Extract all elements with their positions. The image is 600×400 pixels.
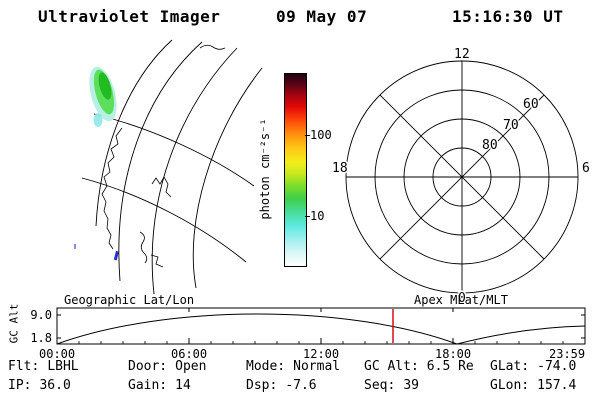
- apex-polar-panel: 12 18 6 0 60 70 80: [331, 46, 592, 308]
- ytick-1-8: 1.8: [30, 331, 52, 345]
- xtick-0000: 00:00: [39, 347, 76, 361]
- status-field-glon: GLon: 157.4: [490, 378, 576, 393]
- mlt-label-6: 6: [582, 161, 590, 176]
- altitude-axis-label: GC Alt: [7, 303, 21, 344]
- xtick-2359: 23:59: [549, 347, 586, 361]
- xtick-1800: 18:00: [435, 347, 472, 361]
- colorbar-tick-10: [305, 216, 310, 217]
- status-label: Door:: [128, 359, 168, 374]
- xtick-1200: 12:00: [303, 347, 340, 361]
- status-field-mode: Mode: Normal: [246, 359, 340, 374]
- header-date: 09 May 07: [276, 7, 368, 26]
- header-time: 15:16:30 UT: [452, 7, 564, 26]
- map-grid-lines: [81, 39, 263, 295]
- altitude-strip-chart: [56, 307, 586, 345]
- colorbar-label-10: 10: [310, 209, 325, 223]
- status-value: Open: [175, 359, 207, 374]
- colorbar-tick-100: [305, 135, 310, 136]
- status-label: Gain:: [128, 378, 168, 393]
- ytick-9: 9.0: [30, 308, 52, 322]
- status-field-ip: IP: 36.0: [8, 378, 71, 393]
- mlat-label-60: 60: [523, 97, 539, 112]
- page-title: Ultraviolet Imager: [38, 7, 221, 26]
- status-value: -7.6: [285, 378, 317, 393]
- status-value: 39: [403, 378, 419, 393]
- status-field-dsp: Dsp: -7.6: [246, 378, 317, 393]
- polar-grid-spokes: [346, 61, 578, 293]
- status-label: GLat:: [490, 359, 530, 374]
- status-value: Normal: [293, 359, 341, 374]
- status-field-flt: Flt: LBHL: [8, 359, 79, 374]
- status-value: 14: [175, 378, 191, 393]
- mlt-label-12: 12: [454, 47, 470, 62]
- aurora-emission-blob: [89, 66, 117, 127]
- status-value: 6.5 Re: [426, 359, 474, 374]
- status-label: Seq:: [364, 378, 396, 393]
- status-field-seq: Seq: 39: [364, 378, 419, 393]
- mlt-label-0: 0: [458, 291, 466, 306]
- status-field-gcalt: GC Alt: 6.5 Re: [364, 359, 474, 374]
- minor-ticks: [78, 341, 564, 344]
- colorbar-label-100: 100: [310, 128, 332, 142]
- colorbar-unit-label: photon cm⁻²s⁻¹: [258, 118, 272, 220]
- status-value: -74.0: [537, 359, 577, 374]
- map-panel-caption: Geographic Lat/Lon: [64, 293, 195, 307]
- status-field-glat: GLat: -74.0: [490, 359, 576, 374]
- mlat-label-70: 70: [503, 118, 519, 133]
- status-label: GC Alt:: [364, 359, 419, 374]
- status-field-gain: Gain: 14: [128, 378, 191, 393]
- coastline-outlines: [101, 44, 226, 268]
- mlat-label-80: 80: [482, 138, 498, 153]
- status-label: GLon:: [490, 378, 530, 393]
- status-value: LBHL: [47, 359, 79, 374]
- status-label: Flt:: [8, 359, 40, 374]
- major-ticks: [56, 308, 586, 344]
- xtick-0600: 06:00: [171, 347, 208, 361]
- geographic-map-panel: [74, 39, 263, 295]
- polar-panel-caption: Apex MLat/MLT: [414, 293, 508, 307]
- status-value: 36.0: [39, 378, 71, 393]
- status-label: Mode:: [246, 359, 286, 374]
- intensity-colorbar: [284, 73, 307, 267]
- status-label: IP:: [8, 378, 32, 393]
- status-field-door: Door: Open: [128, 359, 206, 374]
- altitude-curve: [56, 313, 586, 345]
- mlt-label-18: 18: [332, 161, 348, 176]
- noise-pixels: [74, 244, 119, 261]
- status-value: 157.4: [537, 378, 577, 393]
- status-label: Dsp:: [246, 378, 278, 393]
